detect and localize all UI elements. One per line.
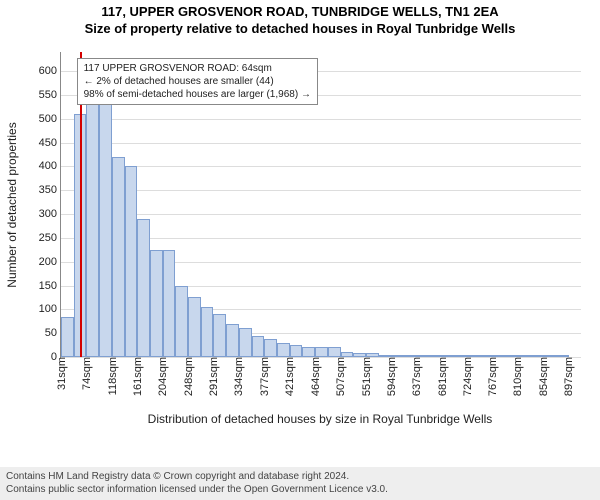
x-tick-label: 248sqm — [181, 357, 195, 396]
x-tick-label: 507sqm — [333, 357, 347, 396]
histogram-bar — [150, 250, 163, 357]
histogram-bar — [226, 324, 239, 357]
histogram-bar — [252, 336, 265, 357]
histogram-bar — [201, 307, 214, 357]
x-tick-label: 161sqm — [130, 357, 144, 396]
x-tick-label: 724sqm — [460, 357, 474, 396]
y-tick-label: 550 — [39, 89, 61, 101]
x-tick-label: 551sqm — [359, 357, 373, 396]
histogram-bar — [213, 314, 226, 357]
y-tick-label: 300 — [39, 208, 61, 220]
annotation-line-1: 117 UPPER GROSVENOR ROAD: 64sqm — [84, 62, 311, 75]
y-tick-label: 600 — [39, 65, 61, 77]
x-tick-label: 767sqm — [485, 357, 499, 396]
x-tick-label: 637sqm — [409, 357, 423, 396]
histogram-bar — [277, 343, 290, 357]
y-tick-label: 400 — [39, 160, 61, 172]
annotation-line-3: 98% of semi-detached houses are larger (… — [84, 88, 311, 101]
x-tick-label: 854sqm — [536, 357, 550, 396]
histogram-bar — [302, 347, 315, 357]
y-tick-label: 500 — [39, 113, 61, 125]
x-tick-label: 31sqm — [54, 357, 68, 390]
gridline — [61, 190, 581, 191]
x-tick-label: 118sqm — [105, 357, 119, 395]
x-tick-label: 810sqm — [510, 357, 524, 396]
x-tick-label: 594sqm — [384, 357, 398, 396]
histogram-bar — [112, 157, 125, 357]
x-tick-label: 291sqm — [206, 357, 220, 396]
y-tick-label: 100 — [39, 303, 61, 315]
x-tick-label: 74sqm — [79, 357, 93, 390]
x-tick-label: 334sqm — [231, 357, 245, 396]
x-tick-label: 204sqm — [155, 357, 169, 396]
histogram-bar — [125, 166, 138, 357]
x-tick-label: 421sqm — [282, 357, 296, 396]
histogram-bar — [264, 339, 277, 357]
y-axis-label: Number of detached properties — [5, 122, 19, 287]
histogram-bar — [175, 286, 188, 357]
title-line-2: Size of property relative to detached ho… — [0, 21, 600, 38]
footer: Contains HM Land Registry data © Crown c… — [0, 467, 600, 500]
footer-line-1: Contains HM Land Registry data © Crown c… — [6, 471, 594, 484]
y-tick-label: 250 — [39, 232, 61, 244]
y-tick-label: 200 — [39, 256, 61, 268]
histogram-bar — [188, 297, 201, 357]
histogram-bar — [86, 95, 99, 357]
gridline — [61, 214, 581, 215]
y-tick-label: 350 — [39, 184, 61, 196]
histogram-bar — [163, 250, 176, 357]
chart-area: 05010015020025030035040045050055060031sq… — [0, 42, 600, 462]
gridline — [61, 166, 581, 167]
title-line-1: 117, UPPER GROSVENOR ROAD, TUNBRIDGE WEL… — [0, 0, 600, 21]
gridline — [61, 119, 581, 120]
plot-area: 05010015020025030035040045050055060031sq… — [60, 52, 581, 358]
histogram-bar — [290, 345, 303, 357]
y-tick-label: 50 — [45, 327, 61, 339]
x-tick-label: 897sqm — [561, 357, 575, 396]
histogram-bar — [315, 347, 328, 357]
annotation-line-2: ← 2% of detached houses are smaller (44) — [84, 75, 311, 88]
y-tick-label: 450 — [39, 137, 61, 149]
histogram-bar — [61, 317, 74, 358]
histogram-bar — [328, 347, 341, 357]
x-tick-label: 464sqm — [308, 357, 322, 396]
histogram-bar — [99, 90, 112, 357]
footer-line-2: Contains public sector information licen… — [6, 484, 594, 497]
histogram-bar — [239, 328, 252, 357]
gridline — [61, 143, 581, 144]
x-tick-label: 377sqm — [257, 357, 271, 396]
x-tick-label: 681sqm — [435, 357, 449, 396]
x-axis-label: Distribution of detached houses by size … — [148, 412, 493, 426]
y-tick-label: 150 — [39, 280, 61, 292]
figure-container: 117, UPPER GROSVENOR ROAD, TUNBRIDGE WEL… — [0, 0, 600, 500]
histogram-bar — [137, 219, 150, 357]
annotation-box: 117 UPPER GROSVENOR ROAD: 64sqm← 2% of d… — [77, 58, 318, 105]
